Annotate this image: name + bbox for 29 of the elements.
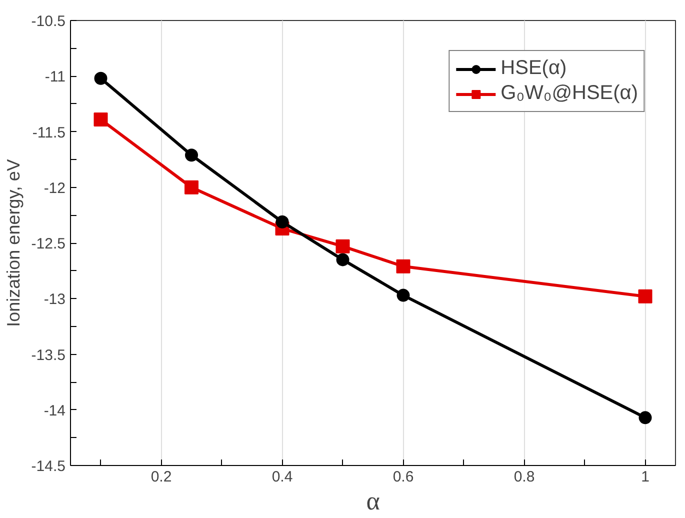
point [396,288,410,302]
x-tick-label: 1 [641,468,650,486]
point [336,253,350,266]
legend-label: HSE(α) [500,57,567,80]
point [336,239,350,254]
point [94,72,108,85]
x-tick-label: 0.2 [150,468,172,486]
point [638,289,652,304]
y-tick-label: -13 [44,291,66,308]
x-tick-label: 0.6 [392,468,414,486]
y-tick-label: -10.5 [31,13,66,30]
y-tick-label: -11.5 [32,124,66,142]
y-tick-label: -12.5 [31,236,66,252]
legend-label: G₀W₀@HSE(α) [500,82,638,105]
point [396,259,410,274]
y-tick-label: -11 [44,68,66,86]
y-tick-label: -13.5 [31,346,66,364]
y-axis-title: Ionization energy, eV [3,159,24,327]
point [94,112,108,127]
x-axis-title: α [366,486,380,516]
point [638,411,652,424]
y-tick-label: -12 [44,180,66,197]
y-tick-label: -14.5 [31,458,66,475]
x-tick-label: 0.8 [514,468,535,486]
x-tick-label: 0.4 [272,468,293,486]
point [184,180,198,194]
point [276,215,289,228]
y-tick-label: -14 [44,402,66,420]
point [185,148,198,162]
